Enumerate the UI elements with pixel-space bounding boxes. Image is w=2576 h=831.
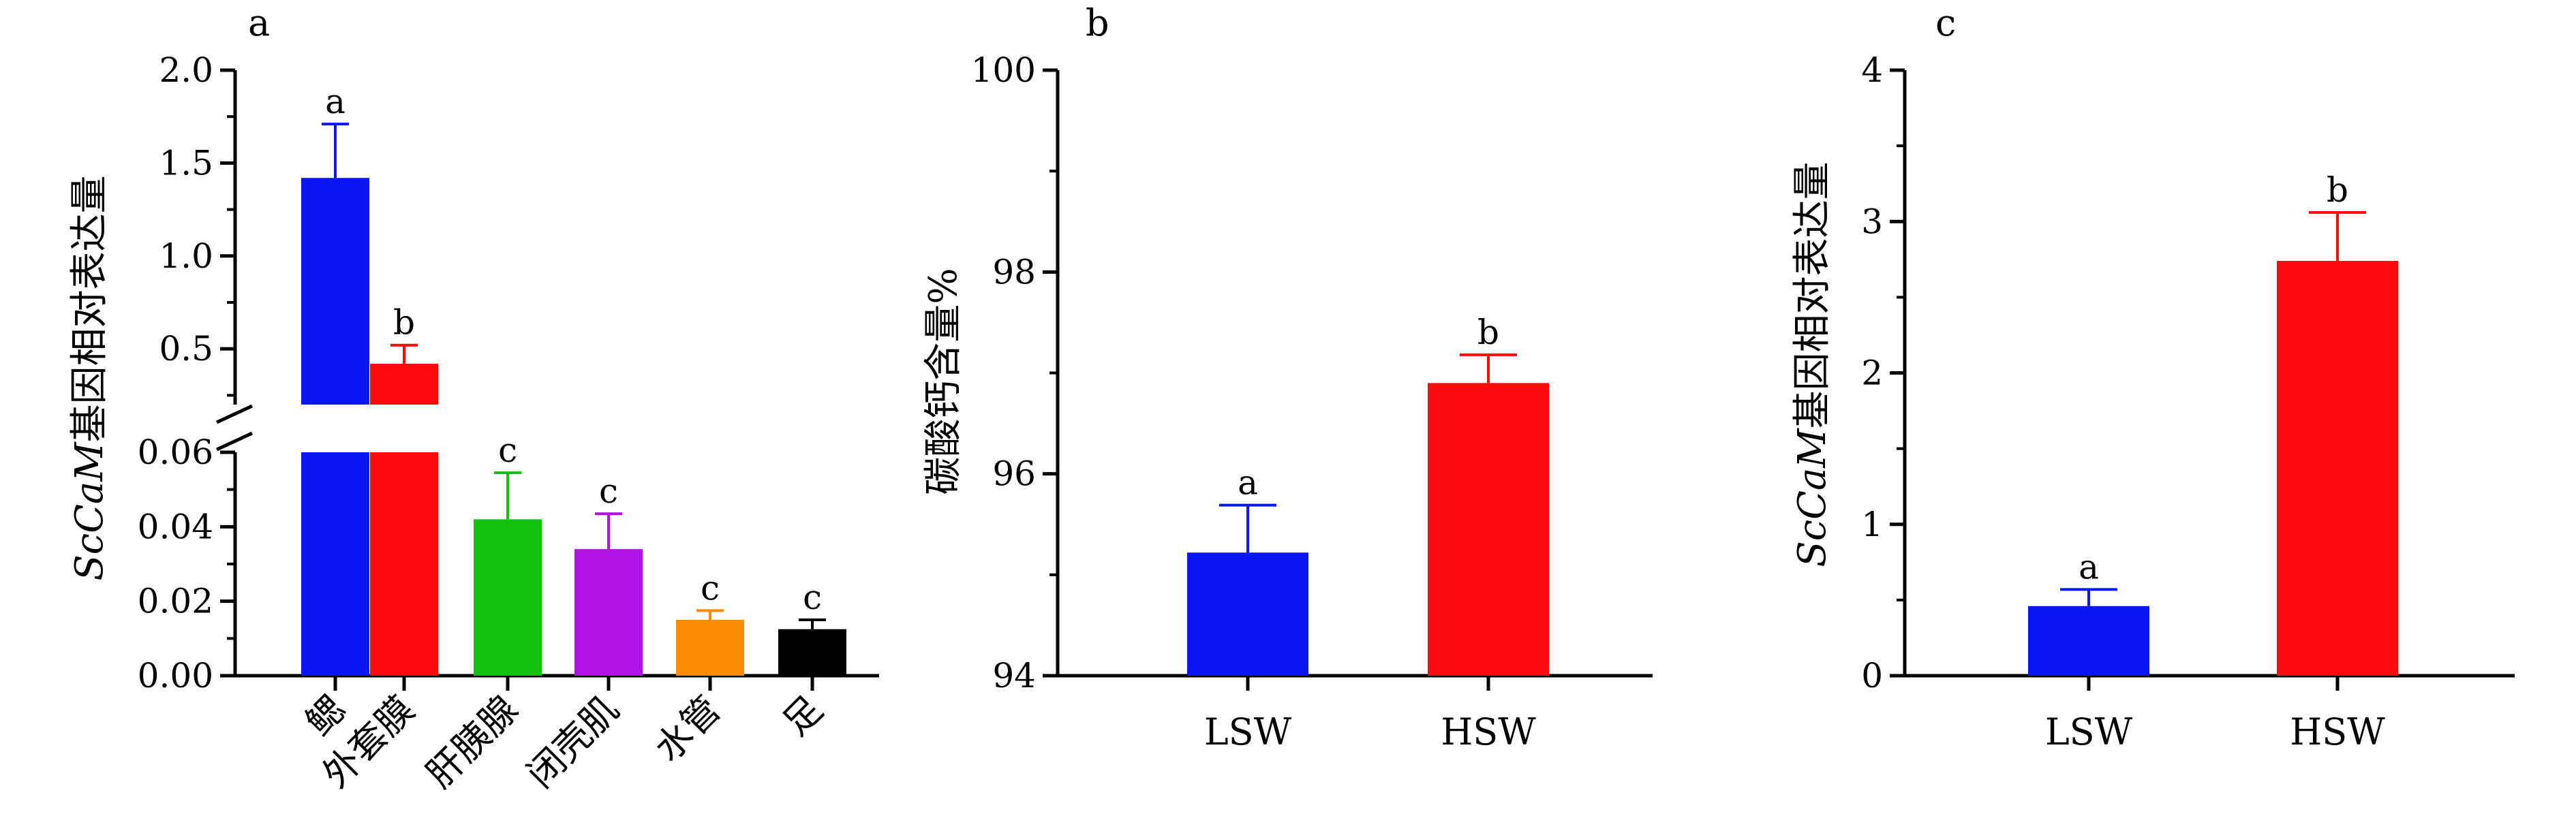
y-tick-label: 3: [1861, 202, 1883, 241]
bar: [1428, 383, 1549, 676]
panel-label-a: a: [248, 1, 270, 44]
x-tick-label: LSW: [1204, 710, 1292, 753]
y-tick-label: 0.02: [138, 582, 213, 621]
y-axis-label-text: 基因相对表达量: [67, 175, 112, 442]
y-tick-label: 0: [1861, 656, 1883, 695]
significance-label: c: [701, 568, 720, 608]
y-tick-label: 1: [1861, 505, 1883, 544]
y-tick-label: 0.04: [138, 507, 213, 546]
significance-label: a: [2079, 547, 2099, 586]
y-tick-label: 94: [992, 656, 1036, 695]
y-axis-label: 碳酸钙含量%: [921, 268, 966, 495]
y-tick-label: 4: [1861, 50, 1883, 90]
x-tick-label: 足: [774, 688, 831, 744]
significance-label: b: [1477, 313, 1499, 352]
bar-lower-segment: [370, 452, 438, 676]
y-tick-label: 1.0: [159, 236, 213, 276]
y-axis-label-gene: ScCaM: [67, 441, 112, 581]
y-axis-label-gene: ScCaM: [1790, 428, 1835, 567]
bar: [370, 363, 438, 405]
chart-c: c 0 1 2 3 4 a LSW b HSW ScCaM基因相对表达量: [1790, 1, 2515, 753]
bar: [301, 178, 369, 405]
y-tick-label: 1.5: [159, 143, 213, 183]
significance-label: b: [2327, 170, 2348, 210]
bar: [2277, 261, 2398, 676]
y-axis-label-text: 基因相对表达量: [1790, 161, 1835, 428]
x-tick-label: 水管: [646, 688, 729, 770]
y-tick-label: 98: [992, 252, 1036, 292]
panel-label-b: b: [1086, 1, 1109, 44]
chart-a: a0.000.020.040.060.51.01.52.0a鳃b外套膜c肝胰腺c…: [67, 1, 879, 796]
bar: [474, 519, 542, 676]
bar: [574, 549, 643, 676]
y-tick-label: 2: [1861, 354, 1883, 393]
y-tick-label: 0.06: [138, 433, 213, 472]
chart-b: b 94 96 98 100 a LSW b HSW 碳酸钙含量%: [921, 1, 1653, 753]
bar: [778, 629, 846, 676]
bar: [676, 620, 744, 676]
y-tick-label: 0.5: [159, 329, 213, 369]
y-axis-label: ScCaM基因相对表达量: [67, 175, 112, 580]
bar-lower-segment: [301, 452, 369, 676]
significance-label: a: [1238, 463, 1258, 503]
y-tick-label: 2.0: [159, 50, 213, 90]
significance-label: b: [393, 303, 415, 343]
significance-label: c: [599, 471, 618, 511]
x-tick-label: 闭壳肌: [519, 688, 627, 796]
y-tick-label: 100: [971, 50, 1036, 90]
y-tick-label: 96: [992, 454, 1036, 494]
significance-label: a: [325, 82, 346, 121]
bar: [1187, 552, 1308, 676]
panel-label-c: c: [1935, 1, 1956, 44]
axis-break-mark: [215, 431, 254, 452]
x-tick-label: LSW: [2045, 710, 2133, 753]
significance-label: c: [498, 430, 517, 470]
x-tick-label: HSW: [2290, 710, 2385, 753]
significance-label: c: [803, 578, 822, 617]
bar: [2028, 606, 2149, 676]
y-tick-label: 0.00: [138, 656, 213, 695]
x-tick-label: 肝胰腺: [418, 688, 526, 796]
x-tick-label: HSW: [1441, 710, 1536, 753]
y-axis-label: ScCaM基因相对表达量: [1790, 161, 1835, 567]
axis-break-mark: [215, 404, 254, 424]
